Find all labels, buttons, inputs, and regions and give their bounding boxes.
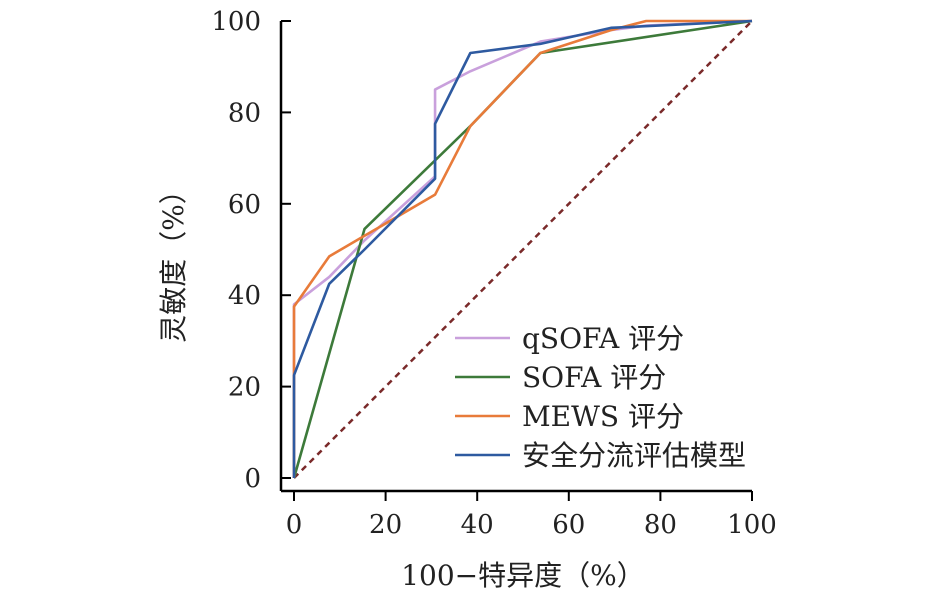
- y-tick-label: 0: [244, 464, 261, 494]
- series-line-3: [292, 19, 753, 478]
- series-line-0: [292, 19, 753, 478]
- x-tick-label: 60: [552, 510, 585, 540]
- series-layer: [292, 19, 753, 479]
- series-line-2: [292, 19, 752, 478]
- x-tick-label: 0: [286, 510, 303, 540]
- axes: 0 20 40 60 80 100 0 20 40 60 80 100: [211, 7, 776, 540]
- y-tick-label: 100: [211, 7, 261, 37]
- legend-label: qSOFA 评分: [522, 322, 684, 355]
- x-tick-label: 100: [727, 510, 777, 540]
- reference-diagonal-line: [293, 20, 753, 479]
- x-tick-label: 80: [644, 510, 677, 540]
- legend-label: MEWS 评分: [522, 400, 684, 433]
- y-axis-title: 灵敏度（%）: [157, 176, 190, 343]
- x-axis-title: 100−特异度（%）: [401, 559, 645, 592]
- reference-line-layer: [293, 20, 753, 479]
- legend-label: 安全分流评估模型: [522, 439, 746, 472]
- x-tick-label: 40: [461, 510, 494, 540]
- y-tick-label: 40: [228, 281, 261, 311]
- y-tick-label: 80: [228, 98, 261, 128]
- y-tick-label: 60: [228, 190, 261, 220]
- legend-label: SOFA 评分: [522, 361, 666, 394]
- y-tick-label: 20: [228, 373, 261, 403]
- x-tick-label: 20: [369, 510, 402, 540]
